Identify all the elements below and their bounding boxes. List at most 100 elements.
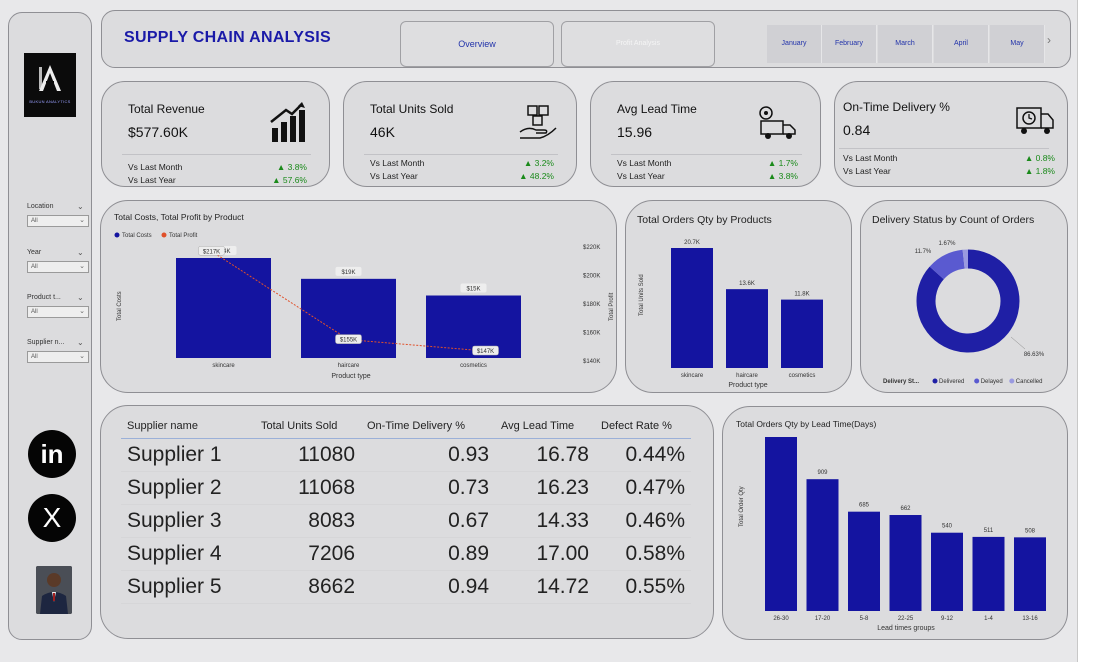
data-label: 13.6K: [739, 281, 755, 287]
y2-axis-label: Total Profit: [609, 292, 615, 321]
bar-lead-time: [765, 437, 797, 611]
table-cell: 11080: [255, 438, 361, 472]
table-cell: 8662: [255, 570, 361, 604]
supplier-name-cell: Supplier 5: [121, 570, 255, 604]
location-select[interactable]: All ⌄: [27, 215, 89, 227]
kpi-total-units-sold: Total Units Sold 46K Vs Last Month ▲ 3.2…: [343, 81, 577, 187]
month-april[interactable]: April: [934, 25, 989, 63]
bar-lead-time: [972, 536, 1005, 611]
table-row[interactable]: Supplier 3 8083 0.67 14.33 0.46%: [121, 504, 691, 538]
chevron-down-icon[interactable]: ⌄: [77, 338, 84, 347]
legend-label: Delivered: [939, 379, 964, 385]
chevron-down-icon[interactable]: ⌄: [77, 293, 84, 302]
month-february[interactable]: February: [822, 25, 877, 63]
chart-title: Total Orders Qty by Lead Time(Days): [736, 419, 877, 429]
column-header[interactable]: On-Time Delivery %: [361, 414, 495, 439]
supplier-table: Supplier name Total Units Sold On-Time Del…: [121, 414, 691, 604]
bar-lead-time: [848, 511, 880, 611]
table-cell: 0.55%: [595, 570, 691, 604]
caret-down-icon: ⌄: [79, 263, 85, 270]
leader-line: [1010, 336, 1026, 350]
kpi-total-revenue: Total Revenue $577.60K Vs Last Month ▲ 3…: [101, 81, 330, 187]
lead-time-chart: Total Order Qty 26-30 909 17-20 685 5-8 662 22-…: [739, 437, 1046, 632]
month-january[interactable]: January: [767, 25, 822, 63]
series-line-total-profit: [211, 250, 486, 352]
orders-by-products-chart: Total Units Sold 20.7K skincare 13.6K hairca…: [639, 240, 823, 389]
chevron-down-icon[interactable]: ⌄: [77, 202, 84, 211]
boxes-hand-icon: [519, 105, 557, 139]
orders-by-products-panel: Total Orders Qty by Products Total Units…: [625, 200, 852, 393]
table-row[interactable]: Supplier 5 8662 0.94 14.72 0.55%: [121, 570, 691, 604]
supplier-table-panel: Supplier name Total Units Sold On-Time Del…: [100, 405, 714, 639]
supplier-name-select[interactable]: All ⌄: [27, 351, 89, 363]
year-select[interactable]: All ⌄: [27, 261, 89, 273]
table-cell: 17.00: [495, 537, 595, 571]
y-axis-label: Total Costs: [117, 291, 123, 321]
person-photo-icon: [36, 566, 72, 614]
caret-down-icon: ⌄: [79, 308, 85, 315]
x-tick-label: 26-30: [773, 616, 789, 622]
column-header[interactable]: Defect Rate %: [595, 414, 691, 439]
donut-slice: [916, 249, 1020, 353]
tab-profit-analysis[interactable]: Profit Analysis: [561, 21, 715, 67]
data-label-costs: $19K: [341, 270, 355, 276]
table-cell: 16.23: [495, 471, 595, 505]
table-cell: 0.58%: [595, 537, 691, 571]
legend-costs-swatch: [114, 232, 120, 238]
column-header[interactable]: Supplier name: [121, 414, 255, 439]
data-label-bg: [335, 334, 362, 344]
table-cell: 0.89: [361, 537, 495, 571]
data-label-bg: [198, 246, 225, 256]
table-row[interactable]: Supplier 1 11080 0.93 16.78 0.44%: [121, 438, 691, 472]
slice-label-delivered: 86.63%: [1024, 352, 1045, 358]
supplier-name-cell: Supplier 3: [121, 504, 255, 538]
linkedin-icon[interactable]: in: [28, 430, 76, 478]
x-tick-label: 1-4: [984, 616, 993, 622]
y2-tick-label: $140K: [583, 359, 600, 365]
supplier-name-cell: Supplier 2: [121, 471, 255, 505]
legend-title: Delivery St...: [883, 379, 919, 385]
product-type-select[interactable]: All ⌄: [27, 306, 89, 318]
bar-lead-time: [1014, 537, 1046, 611]
table-row[interactable]: Supplier 2 11068 0.73 16.23 0.47%: [121, 471, 691, 505]
x-twitter-icon[interactable]: X: [28, 494, 76, 542]
x-tick-label: 17-20: [815, 616, 831, 622]
table-cell: 7206: [255, 537, 361, 571]
chevron-down-icon[interactable]: ⌄: [77, 248, 84, 257]
logo-mark-icon: [39, 65, 61, 91]
data-label: 511: [984, 528, 994, 534]
table-row[interactable]: Supplier 4 7206 0.89 17.00 0.58%: [121, 537, 691, 571]
x-tick-label: haircare: [338, 363, 360, 369]
chart-title: Delivery Status by Count of Orders: [872, 214, 1035, 226]
logo-text: BUKUN ANALYTICS: [29, 99, 71, 104]
bar-total-costs: [301, 278, 396, 358]
legend-label: Cancelled: [1016, 379, 1043, 385]
table-cell: 11068: [255, 471, 361, 505]
legend-swatch: [932, 378, 938, 384]
table-cell: 0.73: [361, 471, 495, 505]
data-label-bg: [472, 345, 499, 356]
column-header[interactable]: Total Units Sold: [255, 414, 361, 439]
x-tick-label: cosmetics: [789, 373, 816, 379]
tab-overview[interactable]: Overview: [400, 21, 554, 67]
data-label-profit: $155K: [340, 338, 357, 344]
kpi-on-time-delivery: On-Time Delivery % 0.84 Vs Last Month ▲ …: [834, 81, 1068, 187]
chevron-right-icon[interactable]: ›: [1047, 33, 1051, 47]
table-cell: 8083: [255, 504, 361, 538]
lead-time-chart-panel: Total Orders Qty by Lead Time(Days) Tota…: [722, 406, 1068, 640]
column-header[interactable]: Avg Lead Time: [495, 414, 595, 439]
supplier-name-cell: Supplier 1: [121, 438, 255, 472]
legend-swatch: [1009, 378, 1015, 384]
supplier-name-cell: Supplier 4: [121, 537, 255, 571]
x-tick-label: 9-12: [941, 616, 954, 622]
slice-label-delayed: 11.7%: [915, 249, 932, 255]
y-axis-label: Total Order Qty: [739, 486, 745, 527]
table-cell: 14.33: [495, 504, 595, 538]
month-may[interactable]: May: [990, 25, 1045, 63]
data-label: 540: [942, 524, 953, 530]
data-label: 11.8K: [794, 292, 809, 298]
data-label-profit: $217K: [203, 249, 220, 255]
scrollbar[interactable]: [1078, 0, 1100, 662]
month-march[interactable]: March: [878, 25, 933, 63]
slice-label-cancelled: 1.67%: [938, 241, 956, 247]
